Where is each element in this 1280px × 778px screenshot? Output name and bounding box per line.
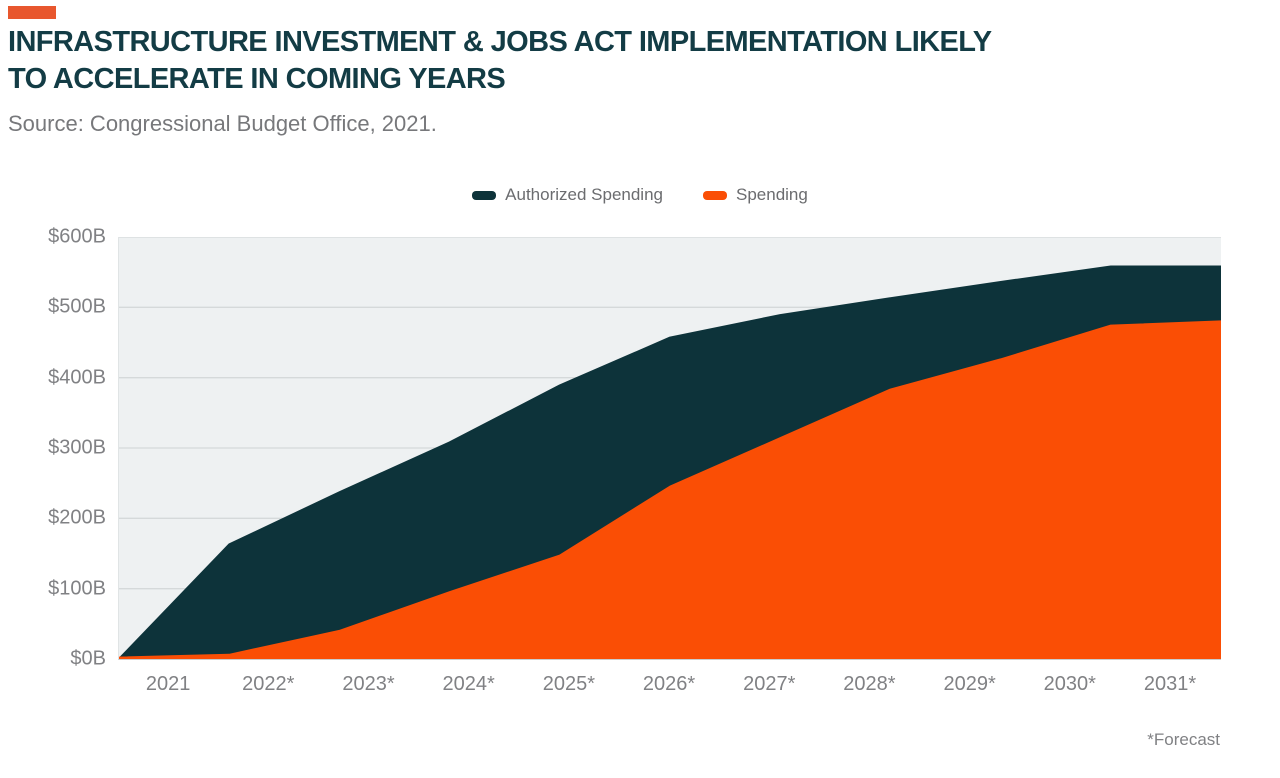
plot-svg [119,237,1221,659]
legend-swatch-authorized-icon [472,190,497,200]
legend-item-authorized-spending: Authorized Spending [472,185,663,205]
x-tick-label: 2027* [743,673,796,695]
x-tick-label: 2026* [642,673,696,695]
x-tick-label: 2031* [1143,673,1197,695]
page-title: INFRASTRUCTURE INVESTMENT & JOBS ACT IMP… [8,24,992,98]
brand-accent-bar [8,6,56,19]
x-tick-label: 2029* [943,673,996,695]
y-tick-label: $0B [70,647,106,670]
x-tick-label: 2028* [843,673,896,695]
page-title-line-2: TO ACCELERATE IN COMING YEARS [8,63,506,95]
x-tick-label: 2024* [442,673,495,695]
x-tick-label: 2023* [342,673,395,695]
y-tick-label: $600B [48,225,106,248]
x-tick-label: 2025* [542,673,595,695]
forecast-footnote: *Forecast [1147,730,1220,749]
source-caption: Source: Congressional Budget Office, 202… [8,111,437,136]
chart-legend: Authorized Spending Spending [0,185,1280,205]
x-axis: 2021 2022* 2023* 2024* 2025* 2026* 2027*… [118,673,1220,696]
page-title-line-1: INFRASTRUCTURE INVESTMENT & JOBS ACT IMP… [8,26,992,58]
legend-label-spending: Spending [736,185,808,204]
y-axis: $600B $500B $400B $300B $200B $100B $0B [0,226,106,670]
legend-swatch-spending-icon [703,190,727,200]
y-tick-label: $100B [48,577,106,600]
y-tick-label: $300B [48,436,106,459]
legend-item-spending: Spending [703,185,808,205]
legend-label-authorized: Authorized Spending [505,185,663,204]
y-tick-label: $200B [48,506,106,529]
y-tick-label: $500B [48,295,106,318]
y-tick-label: $400B [48,366,106,389]
plot-area [118,237,1221,660]
x-tick-label: 2022* [242,673,295,695]
x-tick-label: 2021 [145,673,191,695]
x-tick-label: 2030* [1043,673,1096,695]
series-area-spending [119,320,1221,659]
